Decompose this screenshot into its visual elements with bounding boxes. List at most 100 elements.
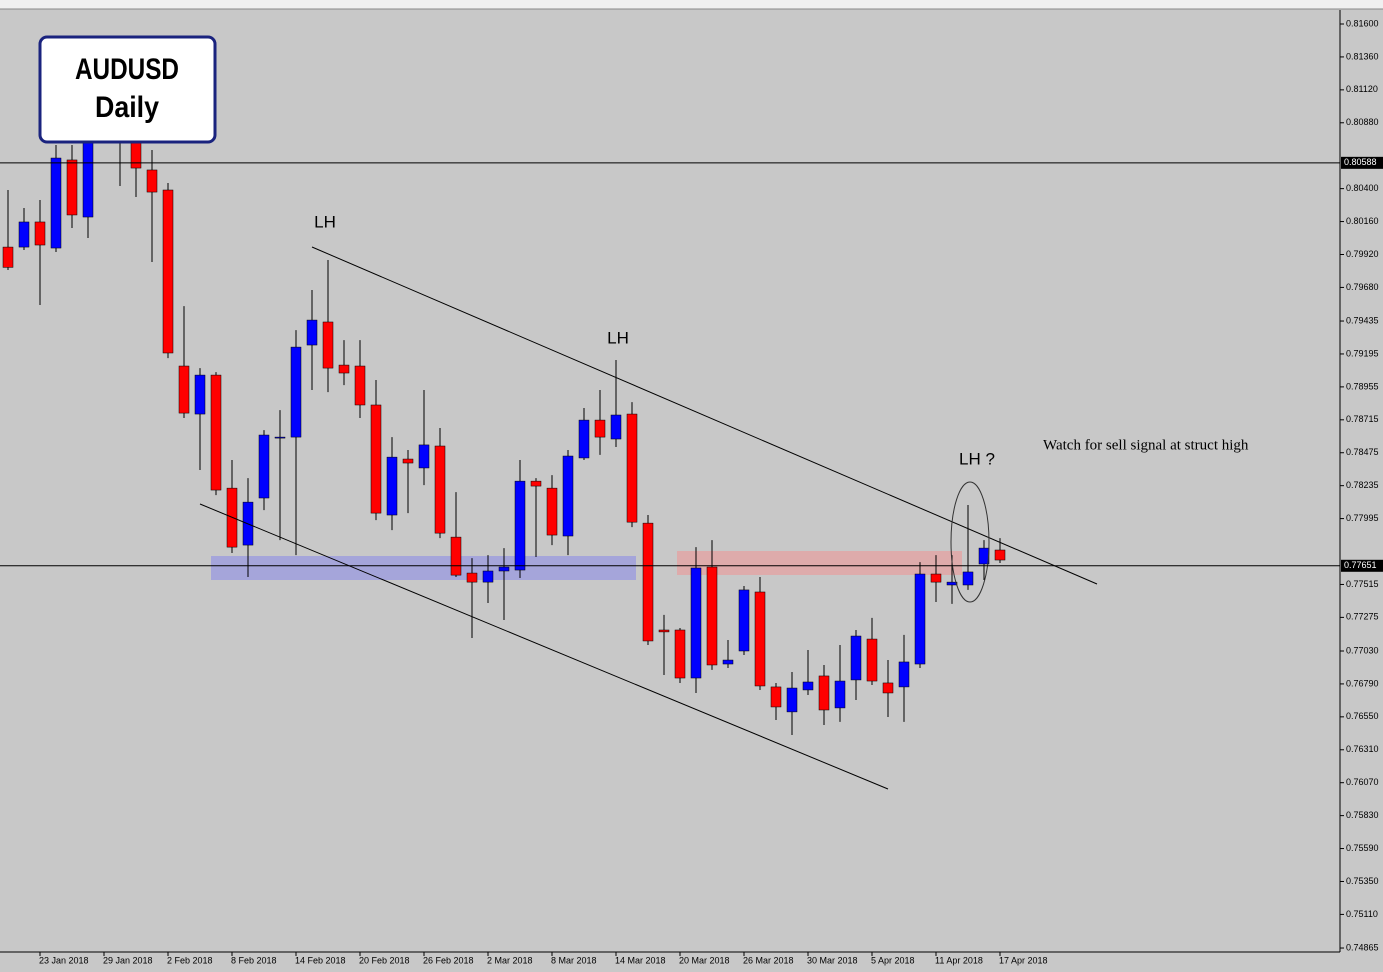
annotation: LH ?	[959, 449, 995, 468]
candle-body	[34, 221, 46, 246]
y-tick-label: 0.77515	[1346, 579, 1379, 589]
y-tick-label: 0.76070	[1346, 777, 1379, 787]
candle-body	[178, 365, 190, 414]
candle-body	[786, 687, 798, 713]
x-tick-label: 8 Feb 2018	[231, 955, 277, 965]
candle-body	[466, 572, 478, 583]
candle-body	[914, 573, 926, 665]
x-tick-label: 14 Feb 2018	[295, 955, 346, 965]
y-tick-label: 0.76550	[1346, 711, 1379, 721]
trend-line	[199, 503, 889, 790]
y-tick-label: 0.77995	[1346, 513, 1379, 523]
candle-body	[562, 455, 574, 537]
candle-body	[210, 374, 222, 491]
y-tick-label: 0.77030	[1346, 645, 1379, 655]
candle-body	[850, 635, 862, 681]
title-box	[38, 35, 217, 144]
candle-body	[66, 159, 78, 216]
y-tick-label: 0.74865	[1346, 942, 1379, 952]
candle-body	[818, 675, 830, 711]
y-tick-label: 0.75830	[1346, 810, 1379, 820]
x-tick-label: 5 Apr 2018	[871, 955, 915, 965]
y-tick-label: 0.79920	[1346, 249, 1379, 259]
y-tick-label: 0.79195	[1346, 348, 1379, 358]
y-tick-label: 0.78715	[1346, 414, 1379, 424]
candle-body	[674, 629, 686, 679]
y-tick-label: 0.79435	[1346, 315, 1379, 325]
candle-body	[482, 570, 494, 583]
candle-body	[386, 456, 398, 516]
candle-body	[754, 591, 766, 687]
x-tick-label: 2 Feb 2018	[167, 955, 213, 965]
chart-subtitle: Daily	[95, 91, 159, 124]
support-zone	[211, 556, 636, 580]
candle-body	[290, 346, 302, 438]
y-tick-label: 0.80880	[1346, 117, 1379, 127]
y-tick-label: 0.81600	[1346, 18, 1379, 28]
price-label: 0.77651	[1344, 560, 1377, 570]
candle-body	[642, 522, 654, 642]
candle-body	[50, 157, 62, 249]
candle-body	[898, 661, 910, 688]
y-tick-label: 0.80400	[1346, 183, 1379, 193]
y-tick-label: 0.78235	[1346, 480, 1379, 490]
trend-line	[311, 246, 1098, 585]
candle-body	[274, 436, 286, 439]
candle-body	[770, 686, 782, 708]
candle-body	[322, 321, 334, 369]
resistance-zone	[677, 551, 962, 575]
y-tick-label: 0.77275	[1346, 612, 1379, 622]
candle-body	[258, 434, 270, 499]
candle-body	[514, 480, 526, 571]
toolbar	[0, 0, 1383, 9]
candle-body	[658, 629, 670, 633]
candle-body	[930, 573, 942, 583]
x-tick-label: 17 Apr 2018	[999, 955, 1048, 965]
x-tick-label: 11 Apr 2018	[935, 955, 983, 965]
x-tick-label: 14 Mar 2018	[615, 955, 666, 965]
candle-body	[450, 536, 462, 576]
y-tick-label: 0.78955	[1346, 381, 1379, 391]
y-tick-label: 0.80160	[1346, 216, 1379, 226]
y-tick-label: 0.78475	[1346, 447, 1379, 457]
y-tick-label: 0.75590	[1346, 843, 1379, 853]
y-tick-label: 0.76310	[1346, 744, 1379, 754]
candle-body	[882, 682, 894, 694]
candle-body	[610, 414, 622, 440]
y-tick-label: 0.75350	[1346, 876, 1379, 886]
candle-body	[354, 365, 366, 406]
candle-body	[994, 549, 1006, 561]
candle-body	[162, 189, 174, 354]
y-tick-label: 0.81360	[1346, 51, 1379, 61]
x-tick-label: 2 Mar 2018	[487, 955, 533, 965]
x-tick-label: 29 Jan 2018	[103, 955, 153, 965]
candle-body	[962, 571, 974, 586]
candle-body	[146, 169, 158, 193]
candle-body	[834, 680, 846, 709]
x-tick-label: 20 Mar 2018	[679, 955, 730, 965]
candle-body	[434, 445, 446, 534]
y-tick-label: 0.76790	[1346, 678, 1379, 688]
candle-body	[546, 487, 558, 536]
x-tick-label: 30 Mar 2018	[807, 955, 858, 965]
price-label: 0.80588	[1344, 157, 1377, 167]
x-tick-label: 8 Mar 2018	[551, 955, 597, 965]
highlight-circle	[950, 481, 990, 603]
x-tick-label: 20 Feb 2018	[359, 955, 410, 965]
x-tick-label: 26 Feb 2018	[423, 955, 474, 965]
candle-body	[418, 444, 430, 469]
candle-body	[370, 404, 382, 514]
y-tick-label: 0.75110	[1346, 909, 1378, 919]
candle-body	[594, 419, 606, 438]
annotation: LH	[314, 212, 336, 231]
candle-body	[978, 547, 990, 565]
candle-body	[194, 374, 206, 415]
y-tick-label: 0.79680	[1346, 282, 1379, 292]
annotation: LH	[607, 328, 629, 347]
x-tick-label: 23 Jan 2018	[39, 955, 89, 965]
candle-body	[866, 638, 878, 682]
candle-body	[626, 413, 638, 523]
candle-body	[578, 419, 590, 459]
x-tick-label: 26 Mar 2018	[743, 955, 794, 965]
price-label-box	[1341, 156, 1383, 169]
